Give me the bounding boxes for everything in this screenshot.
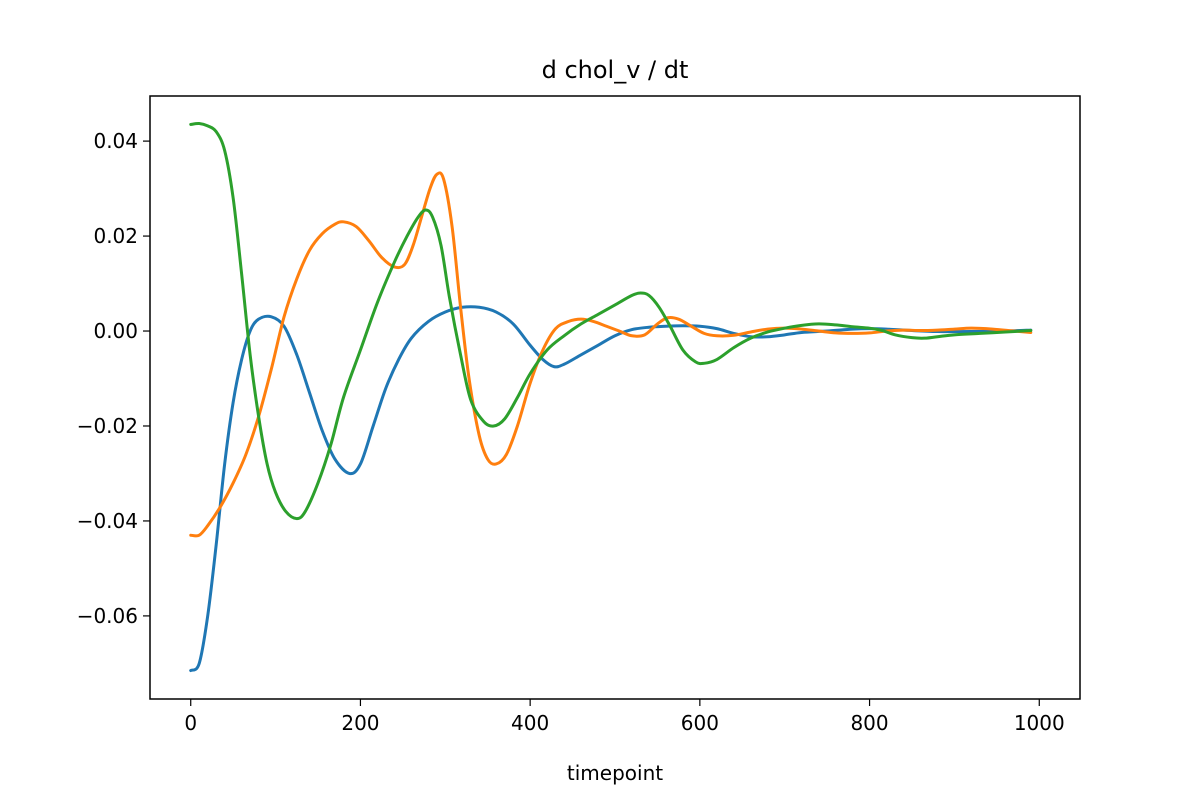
x-tick-label: 0 (184, 711, 197, 735)
y-tick-label: 0.04 (93, 129, 138, 153)
y-axis: −0.06 −0.04 −0.02 0.00 0.02 0.04 (77, 129, 150, 628)
y-tick-label: −0.06 (77, 604, 138, 628)
series-line-1 (189, 305, 1033, 673)
y-tick-label: −0.04 (77, 509, 138, 533)
plot-frame (149, 95, 1081, 700)
x-tick-label: 200 (341, 711, 379, 735)
plot-lines (189, 122, 1033, 673)
x-tick-label: 400 (511, 711, 549, 735)
series-line-3 (189, 122, 1033, 521)
x-tick-label: 800 (850, 711, 888, 735)
y-tick-label: 0.00 (93, 319, 138, 343)
x-tick-label: 600 (681, 711, 719, 735)
x-axis-label: timepoint (567, 761, 663, 785)
series-line-2 (189, 171, 1033, 538)
y-tick-label: −0.02 (77, 414, 138, 438)
x-axis: 0 200 400 600 800 1000 (184, 699, 1065, 735)
y-tick-label: 0.02 (93, 224, 138, 248)
x-tick-label: 1000 (1014, 711, 1065, 735)
chart-title: d chol_v / dt (542, 56, 689, 84)
